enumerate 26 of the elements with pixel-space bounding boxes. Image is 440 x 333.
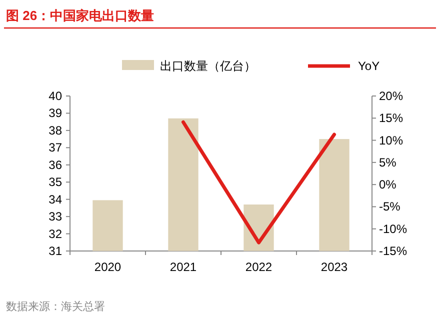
y2-tick-label: 10% [379,133,404,148]
y-tick-label: 31 [48,244,62,258]
chart-title: 图 26：中国家电出口数量 [6,8,154,23]
y2-tick-label: 20% [379,89,404,103]
y-tick-label: 34 [48,192,62,206]
x-tick-label: 2020 [94,260,122,274]
source-note: 数据来源：海关总署 [6,300,105,313]
x-tick-label: 2022 [245,260,272,274]
y-tick-label: 33 [48,210,62,224]
y-tick-label: 37 [48,140,62,155]
y2-tick-label: 15% [379,111,404,126]
legend-label: 出口数量（亿台） [160,59,256,73]
y2-tick-label: 5% [379,155,397,170]
x-tick-label: 2021 [170,260,197,274]
y2-tick-label: -5% [379,200,401,214]
x-tick-label: 2023 [320,260,348,274]
y-tick-label: 40 [48,89,62,103]
y2-tick-label: -15% [379,244,408,258]
y-tick-label: 38 [48,123,62,138]
y2-tick-label: -10% [379,222,408,236]
legend-label: YoY [358,59,380,73]
y-tick-label: 36 [48,158,62,172]
y-tick-label: 39 [48,106,62,120]
y2-tick-label: 0% [379,178,397,192]
y-tick-label: 32 [48,226,62,241]
y-tick-label: 35 [48,175,62,190]
